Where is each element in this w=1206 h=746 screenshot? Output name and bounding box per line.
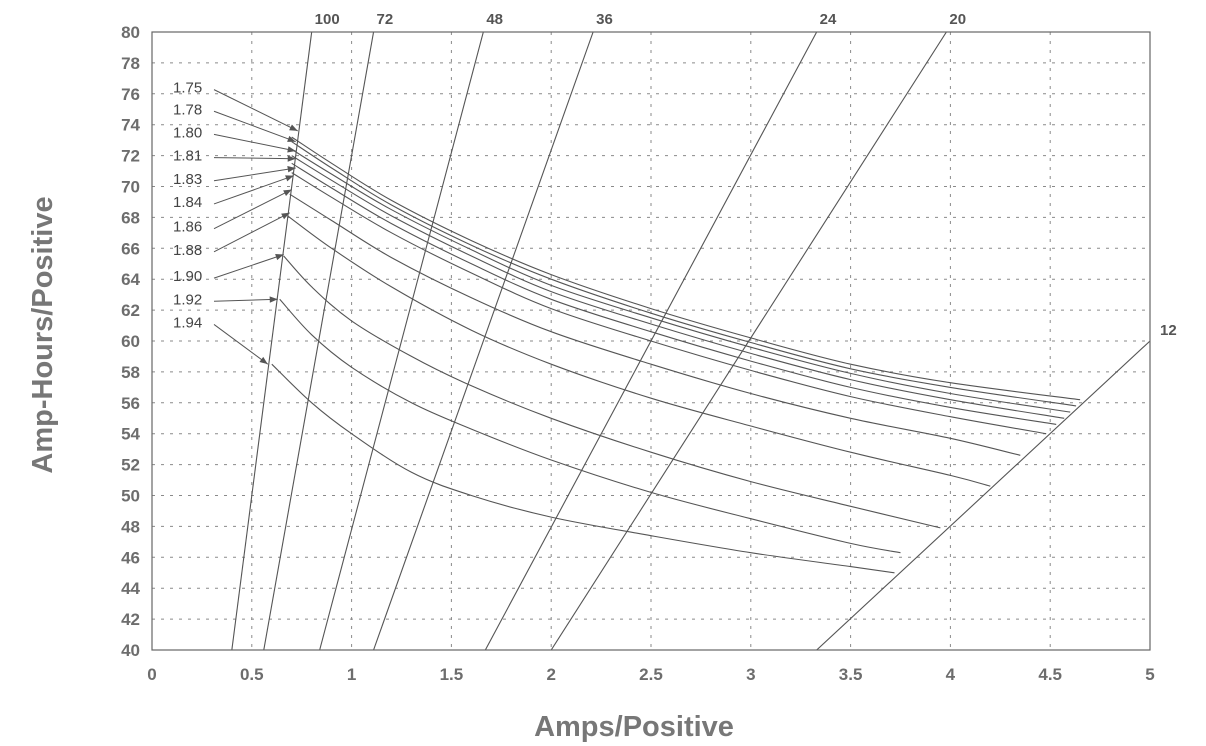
- arrowhead: [285, 175, 294, 182]
- x-tick-label: 1: [347, 665, 356, 684]
- hour-line: [319, 32, 484, 650]
- hour-line-label: 48: [486, 11, 503, 28]
- leader-line: [213, 175, 294, 205]
- y-tick-label: 54: [121, 425, 140, 444]
- y-tick-label: 48: [121, 517, 140, 536]
- curve-label: 1.94: [173, 314, 202, 331]
- hour-line-group: [231, 32, 1150, 650]
- x-axis-title: Amps/Positive: [534, 711, 734, 743]
- y-tick-label: 60: [121, 332, 140, 351]
- x-tick-label: 4: [946, 665, 956, 684]
- x-tick-label: 2.5: [639, 665, 663, 684]
- leader-line: [213, 89, 298, 132]
- y-tick-label: 66: [121, 239, 140, 258]
- y-tick-label: 46: [121, 548, 140, 567]
- arrowhead: [275, 254, 284, 261]
- series-curve-1-80: [291, 148, 1071, 413]
- hour-line-label: 20: [949, 11, 966, 28]
- x-tick-label: 1.5: [440, 665, 464, 684]
- leader-line: [213, 157, 296, 160]
- series-curve-1-94: [271, 363, 895, 574]
- x-tick-label: 3.5: [839, 665, 863, 684]
- tick-labels: 0 0.5 1 1.5 2 2.5 3 3.5 4 4.5 5 40 42 44 46 48 50 52 54 56 5…: [121, 23, 1155, 684]
- curve-label: 1.83: [173, 171, 202, 188]
- hour-line-label: 36: [596, 11, 613, 28]
- series-curve-1-83: [291, 162, 1057, 425]
- y-tick-label: 64: [121, 270, 140, 289]
- y-tick-label: 78: [121, 54, 140, 73]
- leader-line: [213, 254, 284, 279]
- curve-label: 1.81: [173, 148, 202, 165]
- leader-line: [213, 133, 296, 152]
- y-tick-label: 56: [121, 394, 140, 413]
- leader-line: [213, 298, 278, 302]
- curve-label: 1.92: [173, 291, 202, 308]
- series-curve-1-84: [291, 172, 1047, 435]
- x-tick-label: 3: [746, 665, 755, 684]
- x-tick-label: 2: [546, 665, 555, 684]
- curve-label: 1.75: [173, 80, 202, 97]
- y-tick-label: 70: [121, 178, 140, 197]
- series-curves: [271, 136, 1081, 574]
- hour-lines: 100 72 48 36 24 20 12: [231, 11, 1177, 650]
- curve-label: 1.80: [173, 124, 202, 141]
- series-curve-1-88: [287, 215, 991, 487]
- series-curve-1-81: [291, 155, 1065, 419]
- series-curve-1-75: [291, 136, 1081, 401]
- leader-line: [213, 189, 292, 230]
- x-tick-label: 0.5: [240, 665, 264, 684]
- x-tick-label: 4.5: [1038, 665, 1062, 684]
- hour-line: [550, 32, 947, 650]
- series-curve-1-78: [291, 141, 1077, 407]
- leader-line: [213, 110, 296, 143]
- curve-label: 1.86: [173, 219, 202, 236]
- plot-frame: [151, 31, 1151, 651]
- y-tick-label: 68: [121, 208, 140, 227]
- y-tick-label: 44: [121, 579, 140, 598]
- y-tick-label: 80: [121, 23, 140, 42]
- curve-label: 1.78: [173, 101, 202, 118]
- y-tick-label: 52: [121, 456, 140, 475]
- grid: [152, 32, 1150, 650]
- x-tick-label: 0: [147, 665, 156, 684]
- hour-line-label: 12: [1160, 322, 1177, 339]
- curve-label: 1.88: [173, 242, 202, 259]
- series-curve-1-86: [289, 193, 1021, 456]
- hour-line: [231, 32, 313, 650]
- leader-line: [213, 324, 269, 365]
- arrowhead: [281, 212, 290, 220]
- arrowhead: [283, 189, 292, 197]
- y-tick-label: 42: [121, 610, 140, 629]
- hour-line-label: 72: [377, 11, 394, 28]
- arrowhead: [259, 356, 268, 365]
- arrowhead: [269, 296, 278, 303]
- curve-label: 1.90: [173, 268, 202, 285]
- y-tick-label: 72: [121, 147, 140, 166]
- y-tick-label: 76: [121, 85, 140, 104]
- y-axis-title: Amp-Hours/Positive: [27, 196, 59, 473]
- y-tick-label: 50: [121, 487, 140, 506]
- series-curve-1-90: [283, 255, 941, 529]
- x-tick-label: 5: [1145, 665, 1154, 684]
- arrowhead: [287, 166, 296, 173]
- leader-line: [213, 167, 296, 182]
- arrowhead: [287, 135, 296, 142]
- curve-annotations: 1.75 1.78 1.80 1.81 1.83 1.84 1.86 1.88 1.90 1.92…: [173, 80, 298, 365]
- series-curve-1-92: [279, 298, 901, 554]
- hour-line: [373, 32, 594, 650]
- y-tick-label: 62: [121, 301, 140, 320]
- curve-label: 1.84: [173, 194, 202, 211]
- hour-line-label: 24: [820, 11, 837, 28]
- leader-line: [213, 212, 290, 253]
- hour-line: [816, 340, 1150, 650]
- arrowhead: [289, 124, 298, 131]
- y-tick-label: 74: [121, 116, 140, 135]
- y-tick-label: 40: [121, 641, 140, 660]
- hour-line-label: 100: [315, 11, 340, 28]
- arrowhead: [287, 146, 296, 153]
- arrowhead: [287, 155, 296, 162]
- y-tick-label: 58: [121, 363, 140, 382]
